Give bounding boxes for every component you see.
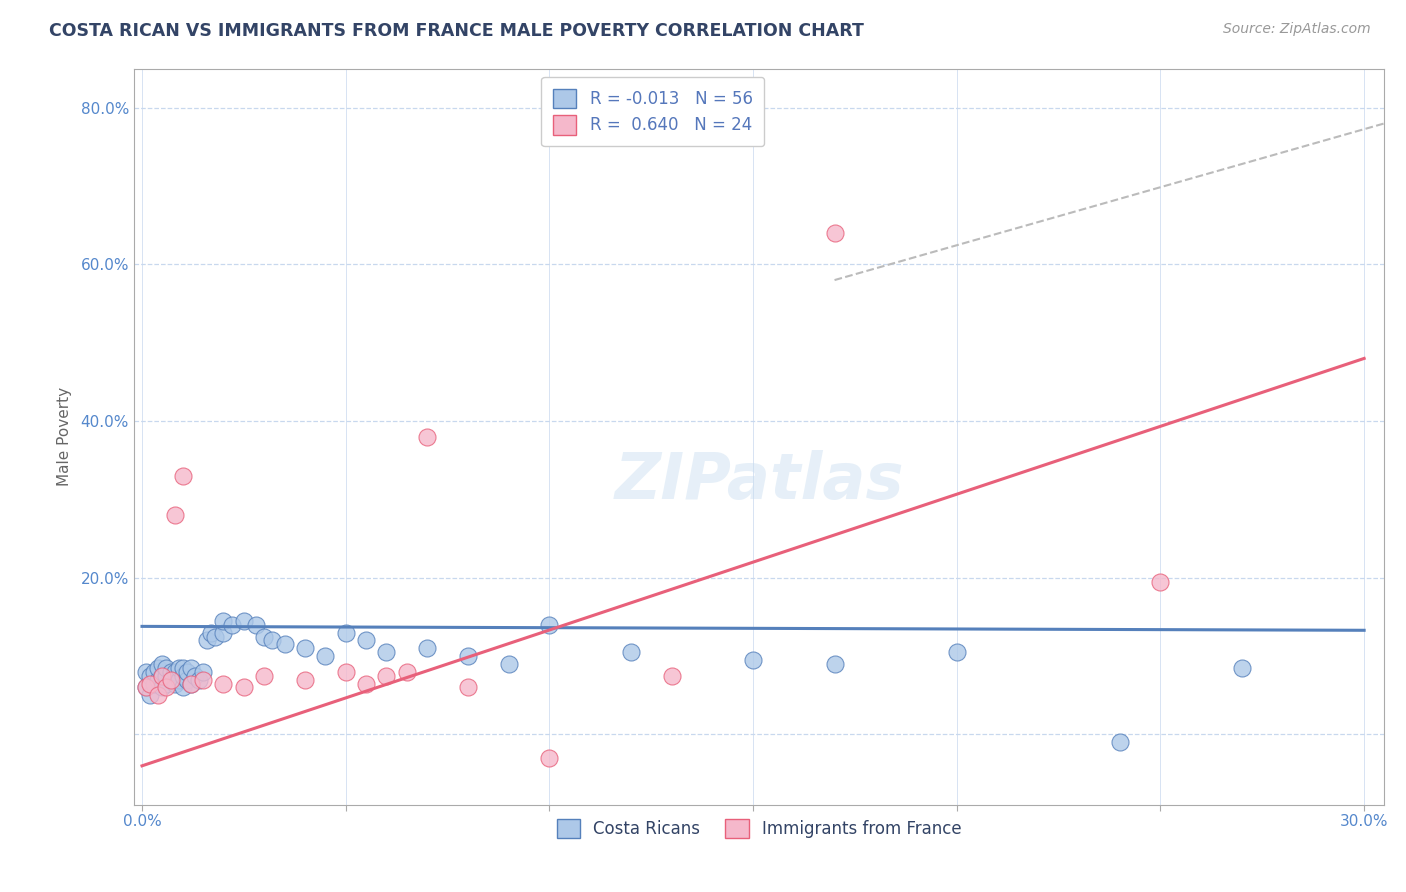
Point (143, 665, 166, 679)
Point (148, 661, 170, 675)
Point (416, 641, 439, 656)
Point (148, 673, 170, 687)
Point (232, 681, 254, 695)
Point (416, 430, 439, 444)
Point (354, 633, 377, 648)
Point (163, 508, 186, 522)
Point (167, 661, 190, 675)
Point (172, 469, 194, 483)
Point (253, 669, 276, 683)
Point (150, 657, 173, 671)
Point (172, 681, 194, 695)
Point (294, 641, 316, 656)
Point (139, 669, 162, 683)
Text: 30.0%: 30.0% (1340, 814, 1388, 830)
Point (212, 625, 235, 640)
Point (335, 665, 357, 679)
Point (139, 689, 162, 703)
Point (191, 665, 214, 679)
Point (395, 665, 418, 679)
Point (294, 673, 316, 687)
Point (1108, 735, 1130, 749)
Point (375, 645, 398, 659)
Point (195, 633, 218, 648)
Point (167, 673, 190, 687)
Point (824, 657, 846, 671)
Point (155, 669, 177, 683)
Point (457, 681, 479, 695)
Point (163, 665, 186, 679)
Point (212, 614, 235, 628)
Point (1149, 574, 1171, 589)
Point (176, 665, 198, 679)
Point (212, 676, 235, 690)
Point (253, 630, 276, 644)
Point (159, 673, 181, 687)
Point (262, 633, 284, 648)
Point (221, 617, 243, 632)
Point (354, 676, 377, 690)
Point (180, 661, 202, 675)
Point (148, 689, 170, 703)
Point (457, 649, 479, 664)
Point (172, 661, 194, 675)
Point (155, 676, 177, 690)
Point (155, 681, 177, 695)
Legend: Costa Ricans, Immigrants from France: Costa Ricans, Immigrants from France (550, 812, 969, 845)
Point (620, 645, 643, 659)
Point (180, 676, 202, 690)
Point (245, 617, 267, 632)
Point (661, 669, 683, 683)
Point (135, 681, 157, 695)
Point (273, 637, 295, 651)
Point (232, 614, 254, 628)
Point (375, 669, 398, 683)
Point (135, 681, 157, 695)
Point (135, 665, 157, 679)
Point (498, 657, 520, 671)
Text: Source: ZipAtlas.com: Source: ZipAtlas.com (1223, 22, 1371, 37)
Point (742, 653, 765, 667)
Point (159, 665, 181, 679)
Point (1230, 661, 1253, 675)
Point (180, 676, 202, 690)
Point (139, 676, 162, 690)
Point (335, 625, 357, 640)
Point (314, 649, 336, 664)
Point (945, 645, 967, 659)
Text: COSTA RICAN VS IMMIGRANTS FROM FRANCE MALE POVERTY CORRELATION CHART: COSTA RICAN VS IMMIGRANTS FROM FRANCE MA… (49, 22, 865, 40)
Point (155, 661, 177, 675)
Text: ZIPatlas: ZIPatlas (614, 450, 904, 512)
Point (143, 676, 166, 690)
Point (204, 630, 226, 644)
Point (150, 669, 173, 683)
Point (150, 681, 173, 695)
Point (159, 673, 181, 687)
Point (176, 673, 198, 687)
Point (150, 669, 173, 683)
Point (538, 617, 561, 632)
Point (163, 676, 186, 690)
Text: 0.0%: 0.0% (122, 814, 162, 830)
Point (824, 226, 846, 240)
Point (538, 751, 561, 765)
Point (184, 669, 207, 683)
Point (172, 669, 194, 683)
Point (200, 625, 222, 640)
Point (191, 673, 214, 687)
Y-axis label: Male Poverty: Male Poverty (58, 387, 72, 486)
Point (188, 673, 211, 687)
